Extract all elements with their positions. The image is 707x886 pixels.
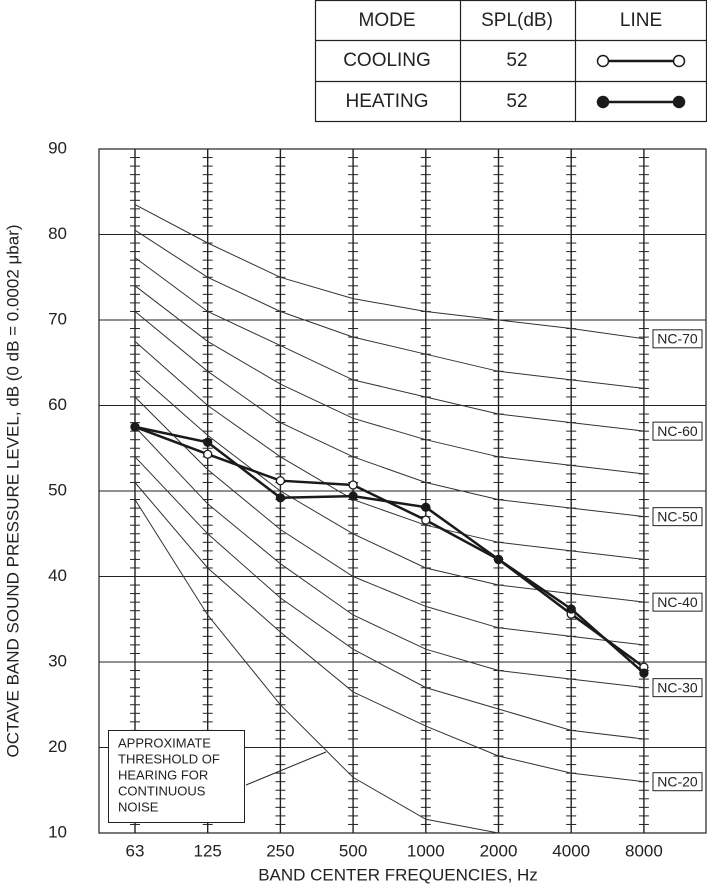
nc-label-box: [652, 592, 703, 612]
y-tick-label: 20: [48, 737, 67, 756]
x-tick-label: 250: [266, 841, 294, 860]
series-line: [134, 425, 645, 675]
nc-curve: [134, 229, 644, 389]
y-tick-label: 40: [48, 566, 67, 585]
data-point: [203, 437, 213, 447]
nc-label-box: [652, 329, 703, 349]
nc-label: NC-50: [657, 508, 698, 524]
data-point: [421, 515, 431, 525]
nc-curve: [134, 482, 644, 783]
nc-label: NC-20: [657, 773, 698, 789]
y-tick-label: 70: [48, 309, 67, 328]
threshold-curve: [134, 499, 499, 834]
nc-curve: [134, 370, 644, 603]
table-header: SPL(dB): [481, 10, 553, 31]
nc-curve: [134, 456, 644, 740]
series-line: [134, 425, 645, 669]
data-point: [130, 422, 140, 432]
nc-label: NC-70: [657, 331, 698, 347]
y-axis-title: OCTAVE BAND SOUND PRESSURE LEVEL, dB (0 …: [3, 224, 22, 757]
data-point: [421, 502, 431, 512]
nc-curve: [134, 311, 644, 518]
y-tick-label: 80: [48, 224, 67, 243]
nc-curve: [134, 341, 644, 560]
x-tick-label: 500: [339, 841, 367, 860]
y-tick-label: 10: [48, 822, 67, 841]
nc-label-box: [652, 421, 703, 441]
annotation-box: [108, 730, 245, 823]
annotation-text: THRESHOLD OF: [118, 751, 220, 766]
data-point: [348, 491, 358, 501]
nc-curve: [134, 396, 644, 646]
legend-marker: [672, 95, 686, 109]
x-tick-label: 4000: [552, 841, 590, 860]
y-tick-label: 60: [48, 395, 67, 414]
y-tick-label: 50: [48, 480, 67, 499]
x-tick-label: 125: [194, 841, 222, 860]
nc-label-box: [652, 678, 703, 698]
nc-curve: [134, 204, 644, 340]
data-point: [493, 554, 504, 565]
x-tick-label: 63: [126, 841, 145, 860]
data-point: [203, 449, 213, 459]
table-mode: COOLING: [343, 50, 431, 71]
x-axis-title: BAND CENTER FREQUENCIES, Hz: [258, 865, 538, 884]
nc-label: NC-60: [657, 423, 698, 439]
nc-curve: [134, 426, 644, 689]
y-tick-label: 30: [48, 651, 67, 670]
data-point: [348, 480, 358, 490]
nc-label-box: [652, 772, 703, 792]
table-spl: 52: [506, 91, 527, 112]
annotation-leader: [245, 751, 327, 786]
annotation-text: NOISE: [118, 799, 159, 814]
nc-curve: [134, 285, 644, 475]
legend-marker: [596, 54, 610, 68]
nc-label: NC-30: [657, 679, 698, 695]
annotation-text: APPROXIMATE: [118, 735, 211, 750]
y-tick-label: 90: [48, 138, 67, 157]
table-header: MODE: [359, 10, 416, 31]
annotation-text: HEARING FOR: [118, 767, 208, 782]
data-point: [275, 493, 286, 503]
nc-label: NC-40: [657, 594, 698, 610]
data-point: [639, 668, 649, 678]
table-mode: HEATING: [345, 91, 428, 112]
x-tick-label: 1000: [407, 841, 445, 860]
nc-label-box: [652, 507, 703, 527]
legend-marker: [672, 54, 686, 68]
nc-curve: [134, 257, 644, 432]
table-header: LINE: [620, 10, 662, 31]
annotation-text: CONTINUOUS: [118, 783, 206, 798]
table-spl: 52: [506, 50, 527, 71]
x-tick-label: 2000: [480, 841, 518, 860]
legend-marker: [596, 95, 610, 109]
data-point: [275, 476, 286, 486]
x-tick-label: 8000: [625, 841, 663, 860]
data-point: [566, 604, 576, 614]
